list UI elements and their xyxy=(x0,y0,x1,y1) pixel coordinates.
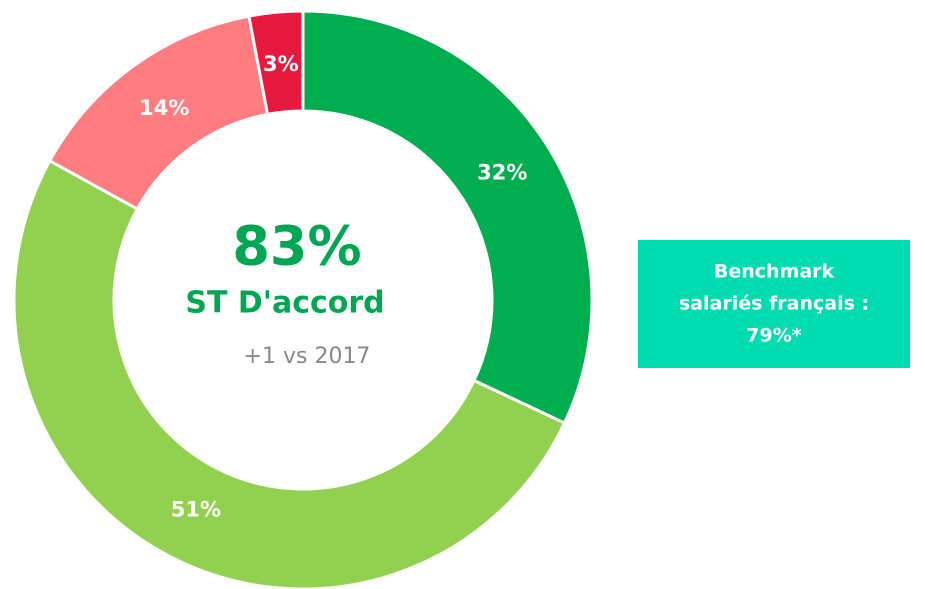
benchmark-text: Benchmark xyxy=(714,261,835,283)
value-label: 14% xyxy=(139,96,189,120)
donut-slice xyxy=(247,9,305,117)
benchmark-text: salariés français : xyxy=(679,293,869,315)
value-label: 51% xyxy=(171,497,221,521)
benchmark-text: 79%* xyxy=(746,325,801,347)
value-label: 32% xyxy=(477,161,527,185)
donut-slice xyxy=(301,9,594,426)
benchmark-box xyxy=(638,240,910,368)
value-label: 3% xyxy=(263,52,299,76)
center-label: ST D'accord xyxy=(185,286,384,321)
center-value: 83% xyxy=(232,215,361,278)
donut-slice xyxy=(12,158,567,589)
center-note: +1 vs 2017 xyxy=(244,344,371,369)
